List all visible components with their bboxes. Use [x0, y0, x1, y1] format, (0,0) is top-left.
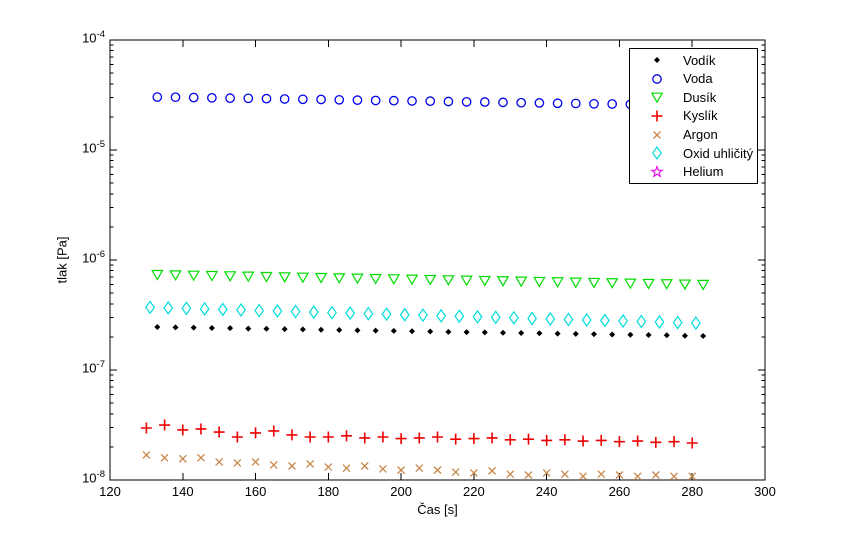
x-axis-label: Čas [s]	[417, 502, 458, 517]
series-oxid-uhličitý	[145, 300, 701, 331]
series-vodík	[154, 323, 707, 339]
legend-label: Argon	[683, 127, 718, 143]
legend-item-dusík[interactable]: Dusík	[630, 88, 757, 106]
x-tick-label: 280	[681, 484, 704, 499]
legend[interactable]: Vodík Voda Dusík Kyslík Argon Oxid uhličitý He…	[629, 48, 758, 184]
legend-item-kyslík[interactable]: Kyslík	[630, 107, 757, 125]
y-tick-label: 10-8	[82, 469, 105, 486]
y-tick-label: 10-7	[82, 359, 105, 376]
legend-item-argon[interactable]: Argon	[630, 126, 757, 144]
legend-item-voda[interactable]: Voda	[630, 70, 757, 88]
x-tick-label: 200	[390, 484, 412, 499]
series-voda	[152, 92, 690, 111]
legend-marker-point-icon	[654, 57, 660, 64]
y-tick-label: 10-4	[82, 29, 105, 46]
legend-label: Dusík	[683, 89, 717, 105]
legend-item-vodík[interactable]: Vodík	[630, 51, 757, 69]
legend-marker-plus-icon	[651, 110, 663, 122]
legend-label: Oxid uhličitý	[683, 145, 754, 161]
legend-item-helium[interactable]: Helium	[630, 163, 757, 181]
x-tick-label: 260	[608, 484, 631, 499]
x-tick-label: 120	[99, 484, 121, 499]
x-tick-label: 160	[244, 484, 267, 499]
legend-label: Vodík	[683, 52, 716, 68]
legend-marker-diamond-icon	[652, 146, 662, 161]
x-tick-label: 140	[171, 484, 194, 499]
legend-marker-circle-icon	[652, 73, 662, 84]
x-tick-label: 220	[463, 484, 485, 499]
series-kyslík	[140, 419, 698, 449]
legend-marker-pentagram-icon	[650, 164, 664, 178]
y-tick-label: 10-6	[82, 249, 105, 266]
y-tick-label: 10-5	[82, 139, 105, 156]
x-tick-label: 300	[754, 484, 776, 499]
x-tick-label: 180	[317, 484, 340, 499]
legend-marker-triangle-down-icon	[650, 93, 664, 104]
x-tick-label: 240	[535, 484, 558, 499]
legend-label: Voda	[683, 71, 713, 87]
legend-marker-x-icon	[653, 130, 661, 139]
legend-item-oxid-uhličitý[interactable]: Oxid uhličitý	[630, 144, 757, 162]
legend-label: Kyslík	[683, 108, 718, 124]
series-dusík	[151, 269, 710, 291]
y-axis-label: tlak [Pa]	[54, 236, 70, 284]
legend-label: Helium	[683, 164, 724, 180]
series-argon	[142, 450, 697, 481]
